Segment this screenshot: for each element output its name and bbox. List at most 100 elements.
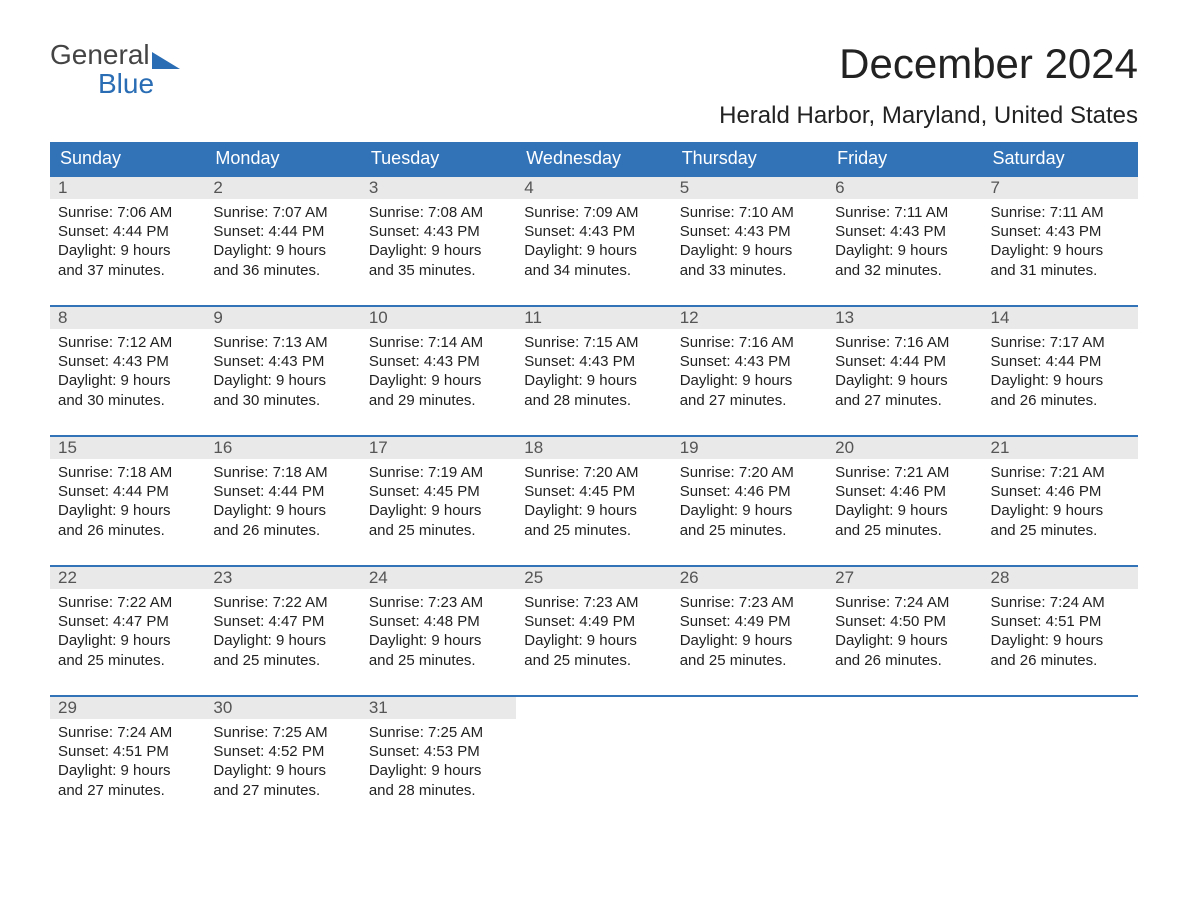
day-dl1: Daylight: 9 hours [58,371,197,390]
day-number: 22 [50,567,205,589]
day-dl2: and 25 minutes. [369,521,508,540]
day-body: Sunrise: 7:24 AMSunset: 4:51 PMDaylight:… [983,589,1138,678]
day-cell: 18Sunrise: 7:20 AMSunset: 4:45 PMDayligh… [516,437,671,555]
day-sunset: Sunset: 4:46 PM [991,482,1130,501]
day-header: Thursday [672,142,827,175]
day-body: Sunrise: 7:24 AMSunset: 4:50 PMDaylight:… [827,589,982,678]
day-number: 25 [516,567,671,589]
day-dl1: Daylight: 9 hours [680,241,819,260]
day-sunset: Sunset: 4:43 PM [369,222,508,241]
day-dl2: and 25 minutes. [369,651,508,670]
day-number: 10 [361,307,516,329]
day-sunrise: Sunrise: 7:15 AM [524,333,663,352]
day-body: Sunrise: 7:21 AMSunset: 4:46 PMDaylight:… [827,459,982,548]
day-cell: 27Sunrise: 7:24 AMSunset: 4:50 PMDayligh… [827,567,982,685]
day-sunrise: Sunrise: 7:23 AM [369,593,508,612]
day-header-row: SundayMondayTuesdayWednesdayThursdayFrid… [50,142,1138,175]
day-dl1: Daylight: 9 hours [524,501,663,520]
day-sunrise: Sunrise: 7:12 AM [58,333,197,352]
day-dl2: and 36 minutes. [213,261,352,280]
day-cell [672,697,827,815]
day-dl1: Daylight: 9 hours [213,631,352,650]
day-cell: 12Sunrise: 7:16 AMSunset: 4:43 PMDayligh… [672,307,827,425]
day-number: 21 [983,437,1138,459]
day-body: Sunrise: 7:18 AMSunset: 4:44 PMDaylight:… [205,459,360,548]
day-body: Sunrise: 7:25 AMSunset: 4:52 PMDaylight:… [205,719,360,808]
day-sunrise: Sunrise: 7:22 AM [58,593,197,612]
day-body: Sunrise: 7:20 AMSunset: 4:46 PMDaylight:… [672,459,827,548]
day-sunset: Sunset: 4:51 PM [58,742,197,761]
day-cell: 24Sunrise: 7:23 AMSunset: 4:48 PMDayligh… [361,567,516,685]
day-dl1: Daylight: 9 hours [835,241,974,260]
day-dl1: Daylight: 9 hours [835,371,974,390]
day-dl1: Daylight: 9 hours [524,371,663,390]
day-sunset: Sunset: 4:44 PM [213,482,352,501]
day-body: Sunrise: 7:22 AMSunset: 4:47 PMDaylight:… [50,589,205,678]
day-sunrise: Sunrise: 7:24 AM [991,593,1130,612]
day-cell [516,697,671,815]
day-sunset: Sunset: 4:47 PM [58,612,197,631]
day-dl2: and 30 minutes. [58,391,197,410]
title-block: December 2024 Herald Harbor, Maryland, U… [719,40,1138,130]
day-dl2: and 27 minutes. [680,391,819,410]
day-dl1: Daylight: 9 hours [369,631,508,650]
day-sunrise: Sunrise: 7:08 AM [369,203,508,222]
day-body: Sunrise: 7:23 AMSunset: 4:48 PMDaylight:… [361,589,516,678]
day-sunset: Sunset: 4:47 PM [213,612,352,631]
day-body: Sunrise: 7:06 AMSunset: 4:44 PMDaylight:… [50,199,205,288]
day-body: Sunrise: 7:16 AMSunset: 4:43 PMDaylight:… [672,329,827,418]
day-sunrise: Sunrise: 7:18 AM [213,463,352,482]
day-sunset: Sunset: 4:43 PM [991,222,1130,241]
day-sunrise: Sunrise: 7:11 AM [991,203,1130,222]
day-header: Monday [205,142,360,175]
day-cell: 19Sunrise: 7:20 AMSunset: 4:46 PMDayligh… [672,437,827,555]
calendar: SundayMondayTuesdayWednesdayThursdayFrid… [50,142,1138,815]
day-number: 23 [205,567,360,589]
day-body: Sunrise: 7:08 AMSunset: 4:43 PMDaylight:… [361,199,516,288]
day-number: 7 [983,177,1138,199]
day-sunrise: Sunrise: 7:25 AM [213,723,352,742]
day-cell: 1Sunrise: 7:06 AMSunset: 4:44 PMDaylight… [50,177,205,295]
day-sunrise: Sunrise: 7:17 AM [991,333,1130,352]
day-sunset: Sunset: 4:43 PM [524,222,663,241]
day-sunset: Sunset: 4:43 PM [835,222,974,241]
day-number: 29 [50,697,205,719]
logo-flag-icon [152,49,180,69]
day-body: Sunrise: 7:23 AMSunset: 4:49 PMDaylight:… [516,589,671,678]
day-dl2: and 25 minutes. [680,521,819,540]
logo-text-top: General [50,40,150,69]
day-sunset: Sunset: 4:44 PM [213,222,352,241]
day-dl2: and 30 minutes. [213,391,352,410]
day-dl1: Daylight: 9 hours [524,241,663,260]
week-row: 1Sunrise: 7:06 AMSunset: 4:44 PMDaylight… [50,175,1138,295]
day-dl1: Daylight: 9 hours [524,631,663,650]
day-number: 16 [205,437,360,459]
day-sunrise: Sunrise: 7:07 AM [213,203,352,222]
day-dl1: Daylight: 9 hours [991,631,1130,650]
day-sunrise: Sunrise: 7:10 AM [680,203,819,222]
day-body: Sunrise: 7:07 AMSunset: 4:44 PMDaylight:… [205,199,360,288]
day-sunset: Sunset: 4:44 PM [991,352,1130,371]
day-body: Sunrise: 7:23 AMSunset: 4:49 PMDaylight:… [672,589,827,678]
day-sunrise: Sunrise: 7:23 AM [524,593,663,612]
day-dl1: Daylight: 9 hours [369,501,508,520]
day-sunset: Sunset: 4:46 PM [835,482,974,501]
day-dl2: and 25 minutes. [524,521,663,540]
day-sunrise: Sunrise: 7:16 AM [680,333,819,352]
day-sunset: Sunset: 4:52 PM [213,742,352,761]
day-sunrise: Sunrise: 7:11 AM [835,203,974,222]
day-sunset: Sunset: 4:50 PM [835,612,974,631]
day-dl1: Daylight: 9 hours [213,501,352,520]
day-sunrise: Sunrise: 7:20 AM [524,463,663,482]
day-number: 12 [672,307,827,329]
day-header: Tuesday [361,142,516,175]
day-header: Sunday [50,142,205,175]
day-sunset: Sunset: 4:44 PM [835,352,974,371]
week-row: 29Sunrise: 7:24 AMSunset: 4:51 PMDayligh… [50,695,1138,815]
day-cell: 29Sunrise: 7:24 AMSunset: 4:51 PMDayligh… [50,697,205,815]
day-dl2: and 25 minutes. [835,521,974,540]
day-dl2: and 26 minutes. [58,521,197,540]
day-cell: 9Sunrise: 7:13 AMSunset: 4:43 PMDaylight… [205,307,360,425]
day-body: Sunrise: 7:18 AMSunset: 4:44 PMDaylight:… [50,459,205,548]
day-sunset: Sunset: 4:48 PM [369,612,508,631]
